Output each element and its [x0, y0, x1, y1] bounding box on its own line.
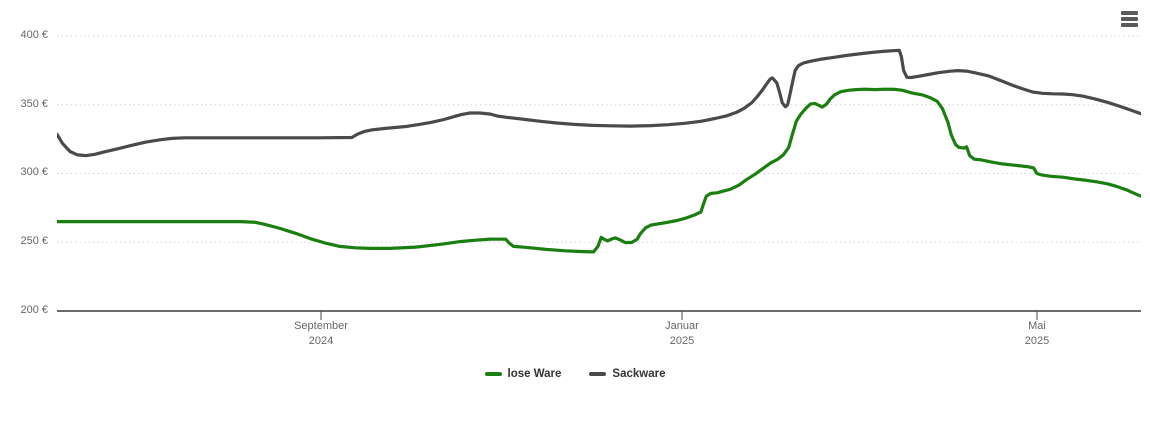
y-axis-label-400: 400 €	[20, 29, 48, 41]
legend-item-sackware[interactable]: Sackware	[589, 368, 665, 380]
context-menu-button[interactable]	[1118, 9, 1140, 29]
y-axis-label-300: 300 €	[20, 166, 48, 178]
hamburger-icon	[1120, 17, 1138, 21]
legend: lose Ware Sackware	[0, 365, 1150, 383]
y-axis-label-350: 350 €	[20, 98, 48, 110]
x-label-year: 2025	[1024, 334, 1050, 347]
x-label-month: Januar	[665, 320, 699, 332]
x-label-year: 2024	[308, 334, 334, 347]
series-line-sackware	[57, 48, 1141, 158]
x-axis-label-september-2024: September 2024	[294, 319, 348, 348]
legend-line-marker-sackware	[589, 372, 607, 376]
hamburger-icon	[1120, 11, 1138, 15]
x-axis-label-januar-2025: Januar 2025	[665, 319, 699, 348]
x-label-month: September	[294, 320, 348, 332]
x-label-year: 2025	[669, 334, 695, 347]
legend-line-marker-lose-ware	[484, 372, 502, 376]
hamburger-icon	[1120, 23, 1138, 27]
legend-label-sackware: Sackware	[612, 368, 666, 380]
x-label-month: Mai	[1028, 320, 1046, 332]
y-axis-label-200: 200 €	[20, 304, 48, 316]
series-line-lose-ware	[57, 87, 1141, 254]
x-axis-label-mai-2025: Mai 2025	[1025, 319, 1049, 348]
chart-plot-area	[57, 35, 1141, 320]
y-axis-label-250: 250 €	[20, 235, 48, 247]
legend-item-lose-ware[interactable]: lose Ware	[484, 368, 562, 380]
legend-label-lose-ware: lose Ware	[507, 368, 562, 380]
